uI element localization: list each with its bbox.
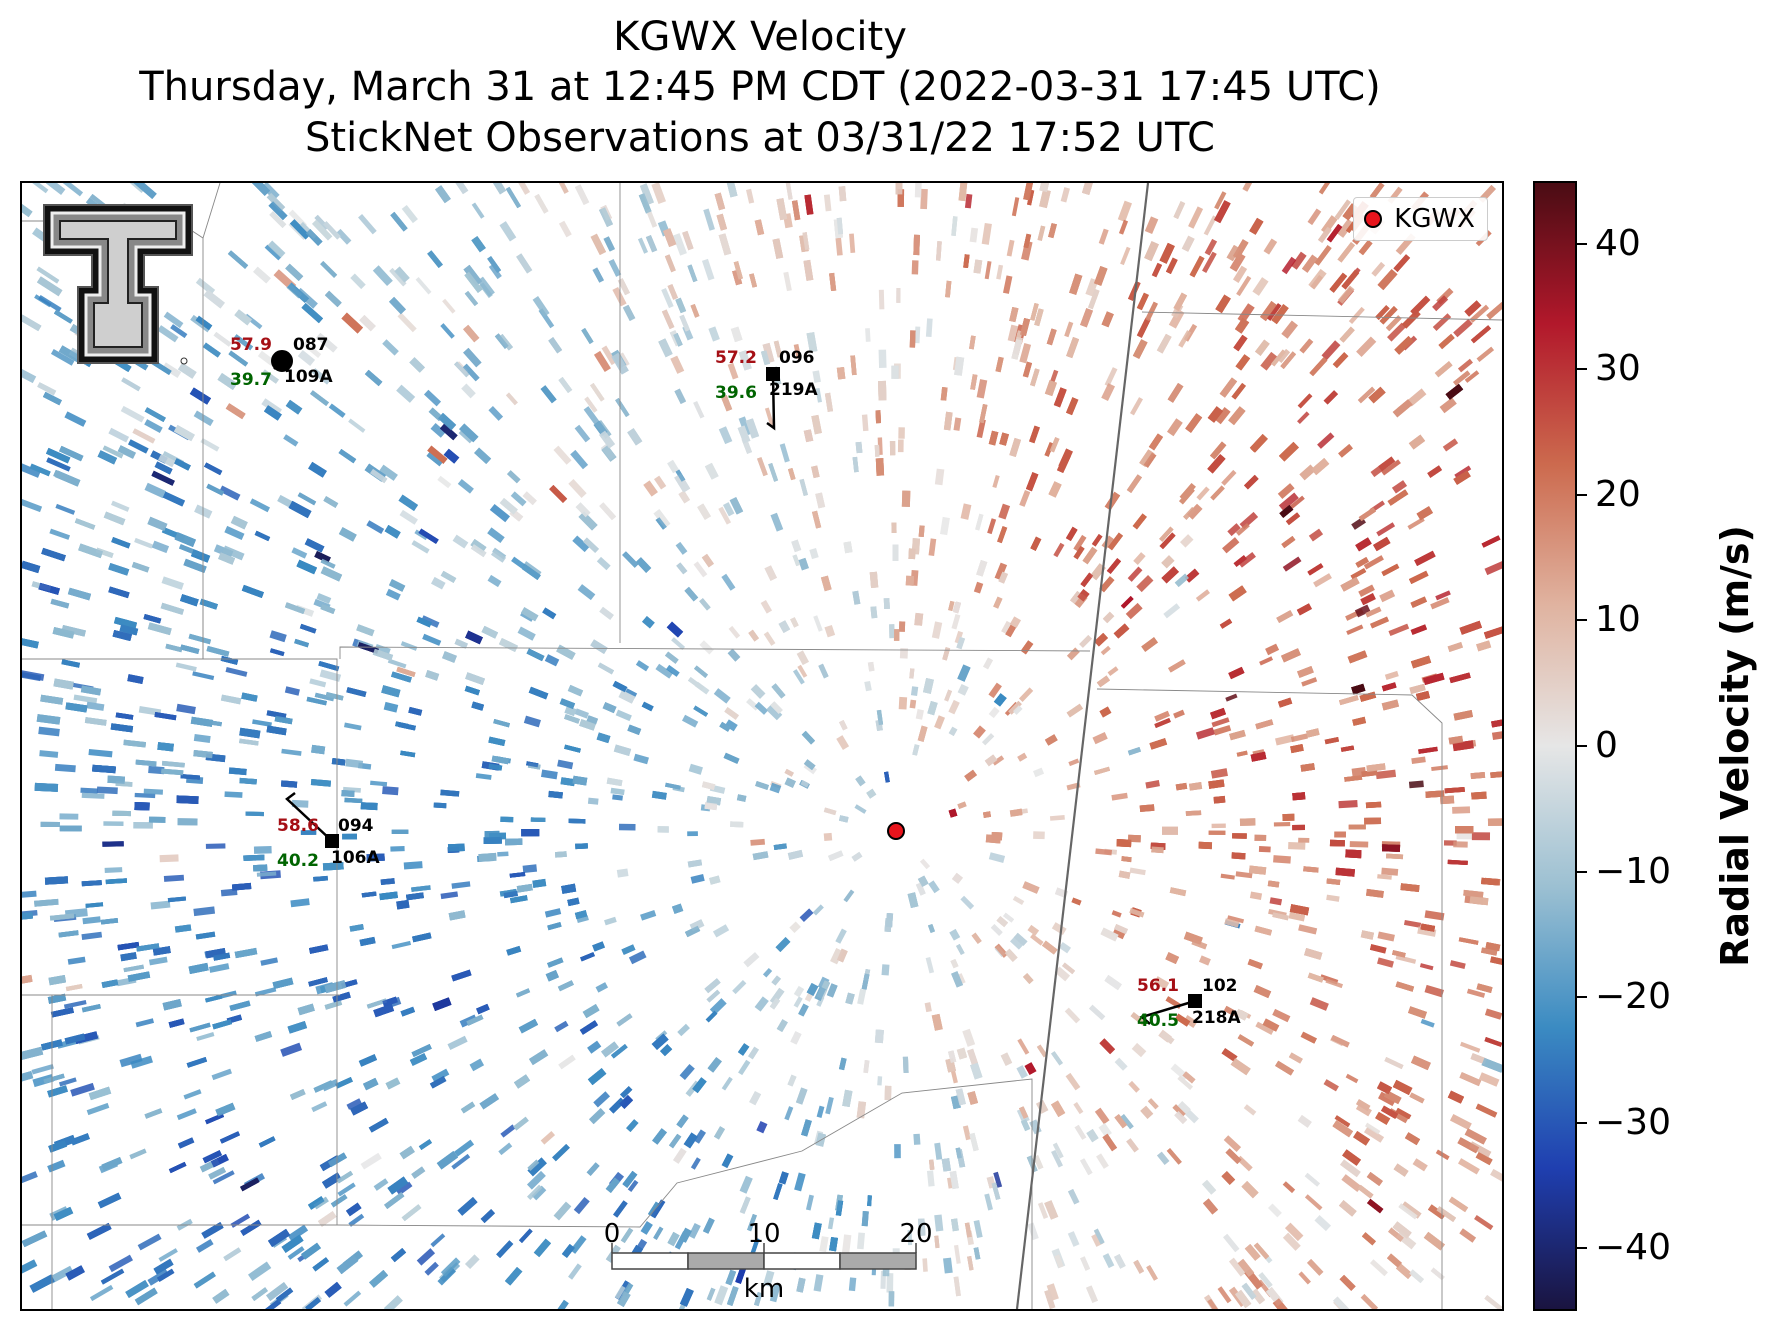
title-line-2: Thursday, March 31 at 12:45 PM CDT (2022… xyxy=(139,64,1381,110)
station-temp: 57.2 xyxy=(715,348,757,368)
legend-radar-marker xyxy=(1364,210,1383,228)
station-id-top: 102 xyxy=(1202,976,1238,996)
station-102[interactable]: 56.1 102 40.5 218A xyxy=(1137,976,1241,1031)
station-dewpoint: 40.5 xyxy=(1137,1011,1179,1031)
scale-bar: 0 10 20 km xyxy=(604,1219,933,1304)
colorbar-tick xyxy=(1577,870,1587,873)
colorbar-tick-label: −10 xyxy=(1595,850,1671,892)
station-096[interactable]: 57.2 096 39.6 219A xyxy=(715,348,818,431)
colorbar xyxy=(1533,181,1577,1311)
scale-unit: km xyxy=(744,1274,784,1304)
texas-tech-double-t-logo xyxy=(43,204,193,365)
radar-map[interactable]: 57.9 087 39.7 109A 57.2 096 39.6 219A 58… xyxy=(20,181,1504,1311)
station-id-top: 096 xyxy=(779,348,815,368)
station-temp: 56.1 xyxy=(1137,976,1179,996)
map-legend: KGWX xyxy=(1353,197,1488,241)
colorbar-tick-label: 0 xyxy=(1595,725,1618,766)
velocity-field xyxy=(22,183,1502,1309)
wind-barb xyxy=(1139,999,1196,1025)
station-id-top: 094 xyxy=(338,816,374,836)
colorbar-tick-label: 10 xyxy=(1595,599,1641,641)
station-dewpoint: 39.7 xyxy=(230,370,272,390)
county-boundaries xyxy=(22,183,1502,1309)
colorbar-tick-label: 30 xyxy=(1595,348,1641,390)
colorbar-tick xyxy=(1577,368,1587,371)
scale-label-20: 20 xyxy=(899,1219,932,1249)
colorbar-tick-label: 40 xyxy=(1595,222,1641,264)
station-id-bottom: 219A xyxy=(769,380,818,400)
colorbar-tick-label: −30 xyxy=(1595,1101,1671,1143)
wind-barb xyxy=(285,792,333,842)
station-087[interactable]: 57.9 087 39.7 109A xyxy=(230,335,333,390)
scale-label-0: 0 xyxy=(604,1219,621,1249)
station-dewpoint: 39.6 xyxy=(715,383,757,403)
colorbar-label: Radial Velocity (m/s) xyxy=(1713,525,1757,967)
colorbar-tick xyxy=(1577,1121,1587,1124)
colorbar-tick-label: 20 xyxy=(1595,473,1641,515)
colorbar-tick xyxy=(1577,996,1587,999)
state-line xyxy=(1015,183,1150,1309)
wind-barb xyxy=(273,360,293,370)
legend-label: KGWX xyxy=(1394,204,1475,234)
station-temp: 58.6 xyxy=(277,816,319,836)
colorbar-tick xyxy=(1577,493,1587,496)
station-id-bottom: 109A xyxy=(284,367,333,387)
colorbar-tick xyxy=(1577,1247,1587,1250)
station-id-bottom: 218A xyxy=(1192,1008,1241,1028)
colorbar-tick xyxy=(1577,242,1587,245)
colorbar-tick xyxy=(1577,619,1587,622)
colorbar-tick-label: −40 xyxy=(1595,1227,1671,1269)
station-id-top: 087 xyxy=(293,335,329,355)
scale-label-10: 10 xyxy=(747,1219,780,1249)
title-line-3: StickNet Observations at 03/31/22 17:52 … xyxy=(305,115,1215,161)
radar-site-marker[interactable] xyxy=(887,822,905,840)
colorbar-tick xyxy=(1577,745,1587,747)
station-temp: 57.9 xyxy=(230,335,272,355)
wind-barb xyxy=(766,373,776,431)
radar-map-canvas: 57.9 087 39.7 109A 57.2 096 39.6 219A 58… xyxy=(22,183,1502,1309)
station-dewpoint: 40.2 xyxy=(277,851,319,871)
colorbar-tick-label: −20 xyxy=(1595,976,1671,1018)
title-line-1: KGWX Velocity xyxy=(613,14,907,60)
station-094[interactable]: 58.6 094 40.2 106A xyxy=(277,792,380,871)
station-id-bottom: 106A xyxy=(331,848,380,868)
